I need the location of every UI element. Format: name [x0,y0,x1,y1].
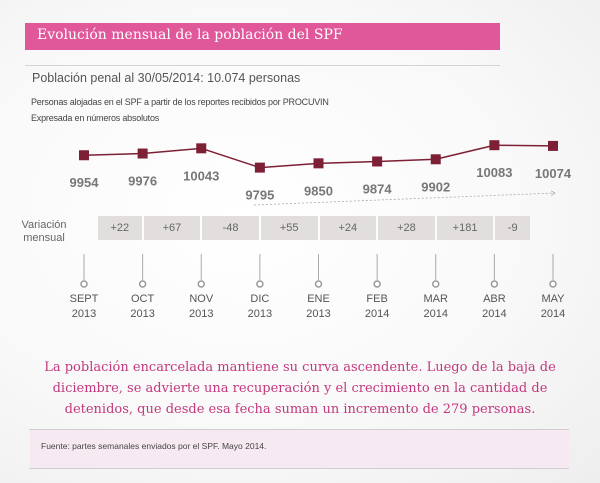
timeline-dot [314,280,323,288]
chart-title: Evolución mensual de la población del SP… [37,27,343,43]
data-value-label: 9954 [70,175,100,190]
timeline-dot [549,280,557,288]
data-point-marker [548,140,558,151]
month-year: 2014 [540,308,566,320]
month-name: NOV [189,293,214,305]
variation-label: Variación mensual [21,219,67,244]
month-year: 2014 [364,308,390,320]
timeline-dot [490,280,499,288]
trend-arrow [253,193,555,206]
data-point-marker [372,156,383,167]
divider [29,429,569,430]
data-value-label: 9874 [363,181,393,196]
variation-cell: +22 [98,216,142,240]
data-point-marker [254,162,265,173]
timeline-dot [432,280,440,288]
variation-cell: -48 [202,216,259,240]
month-label: MAR 2014 [411,292,461,322]
data-point-marker [489,140,500,151]
data-value-label: 9902 [421,179,450,194]
data-value-label: 9850 [304,183,333,198]
title-bar: Evolución mensual de la población del SP… [25,23,500,50]
month-name: MAR [423,293,448,305]
divider [25,65,500,66]
source-note: Fuente: partes semanales enviados por el… [41,441,267,451]
month-name: DIC [250,293,270,305]
timeline-dot [373,280,381,288]
month-label: OCT 2013 [118,292,168,322]
series-line-segment [142,147,202,155]
month-label: ABR 2014 [469,292,519,322]
month-name: ABR [483,293,506,305]
data-value-label: 9976 [128,174,157,189]
month-label: ENE 2013 [294,292,344,322]
series-line-segment [259,162,319,169]
divider [29,468,569,469]
variation-cell: +24 [319,216,377,240]
data-point-marker [430,154,441,165]
series-line-segment [201,147,261,169]
population-line-chart: 9954 9976 10043 9795 9850 9874 9902 10083 10074 [70,140,572,288]
month-name: FEB [366,293,388,305]
variation-cell: +181 [436,216,494,240]
timeline-dot [138,280,147,288]
month-label: SEPT 2013 [59,292,109,322]
data-value-label: 9795 [245,188,274,203]
data-value-label: 10074 [535,166,572,181]
timeline-dot [197,280,205,288]
summary-message: La población encarcelada mantiene su cur… [44,360,556,417]
timeline-dot [80,280,88,288]
month-year: 2014 [482,308,507,320]
data-point-marker [137,148,148,159]
subtitle-units-note: Expresada en números absolutos [31,113,160,123]
month-year: 2013 [306,308,331,320]
month-label: DIC 2013 [235,292,285,322]
month-name: SEPT [69,293,99,305]
month-label: FEB 2014 [352,292,402,322]
series-line-segment [83,152,143,156]
month-label: NOV 2013 [176,292,226,322]
variation-cell: +67 [143,216,201,240]
data-point-marker [196,143,207,154]
month-year: 2013 [71,308,97,320]
month-year: 2014 [423,308,448,320]
series-line-segment [494,144,554,147]
data-point-marker [313,158,324,169]
month-name: ENE [307,293,330,305]
variation-cell: -9 [495,216,530,240]
subtitle-source-note: Personas alojadas en el SPF a partir de … [31,97,329,107]
data-value-label: 10043 [183,168,219,183]
month-name: MAY [541,293,565,305]
population-summary: Población penal al 30/05/2014: 10.074 pe… [32,71,301,85]
month-name: OCT [131,293,155,305]
month-year: 2013 [189,308,214,320]
data-point-marker [79,150,89,161]
series-line-segment [318,160,378,165]
data-value-label: 10083 [476,165,512,180]
source-box: Fuente: partes semanales enviados por el… [30,430,569,468]
timeline-dot [256,280,264,288]
variation-cell: +55 [260,216,318,240]
month-year: 2013 [247,308,273,320]
series-line-segment [377,158,436,163]
variation-cell: +28 [378,216,435,240]
series-line-segment [435,144,495,161]
month-year: 2013 [130,308,155,320]
month-label: MAY 2014 [528,292,578,322]
